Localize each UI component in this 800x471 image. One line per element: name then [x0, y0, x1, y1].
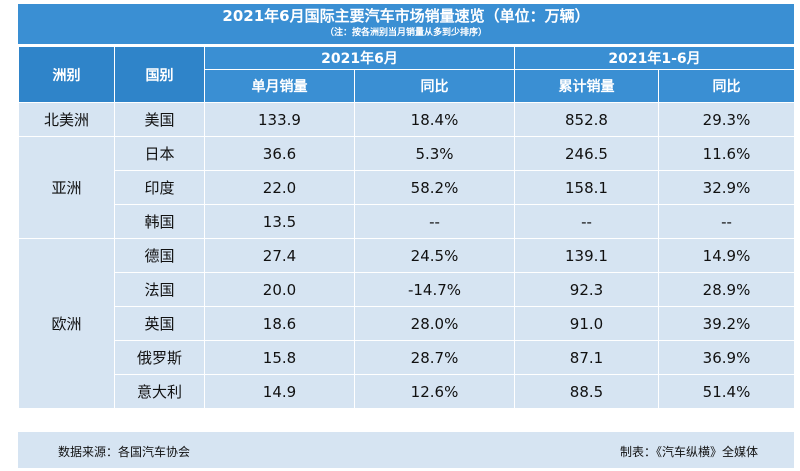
country-cell: 韩国 [114, 204, 205, 239]
ytd-sales-cell: -- [514, 204, 659, 239]
ytd-yoy-cell: -- [657, 204, 796, 239]
ytd-sales-cell: 852.8 [514, 102, 659, 137]
table-row: 欧洲 德国 27.4 24.5% 139.1 14.9% [18, 238, 796, 409]
table-row: 亚洲 日本 36.6 5.3% 246.5 11.6% [18, 136, 796, 239]
region-cell: 欧洲 [18, 238, 115, 409]
header-monthly-sales: 单月销量 [204, 69, 355, 103]
country-cell: 印度 [114, 170, 205, 205]
table-row: 韩国 13.5 -- -- -- [19, 204, 796, 239]
data-source: 数据来源：各国汽车协会 [58, 445, 191, 459]
table-row: 英国 18.6 28.0% 91.0 39.2% [19, 306, 796, 341]
ytd-yoy-cell: 36.9% [657, 340, 796, 375]
ytd-sales-cell: 139.1 [514, 238, 659, 273]
country-cell: 德国 [114, 238, 205, 273]
month-sales-cell: 18.6 [204, 306, 355, 341]
header-country: 国别 [114, 46, 205, 103]
ytd-sales-cell: 246.5 [514, 136, 659, 171]
month-sales-cell: 13.5 [204, 204, 355, 239]
header-period-ytd: 2021年1-6月 [513, 46, 796, 70]
header-yoy-ytd: 同比 [657, 69, 796, 103]
ytd-sales-cell: 158.1 [514, 170, 659, 205]
month-yoy-cell: 18.4% [354, 102, 515, 137]
country-cell: 英国 [114, 306, 205, 341]
ytd-yoy-cell: 32.9% [657, 170, 796, 205]
title-note: （注：按各洲别当月销量从多到少排序） [324, 28, 487, 38]
month-sales-cell: 20.0 [204, 272, 355, 307]
table-row: 俄罗斯 15.8 28.7% 87.1 36.9% [19, 340, 796, 375]
ytd-yoy-cell: 39.2% [657, 306, 796, 341]
ytd-yoy-cell: 14.9% [657, 238, 796, 273]
month-yoy-cell: 28.0% [354, 306, 515, 341]
table-row: 意大利 14.9 12.6% 88.5 51.4% [19, 374, 796, 409]
month-yoy-cell: 12.6% [354, 374, 515, 409]
month-sales-cell: 36.6 [204, 136, 355, 171]
month-sales-cell: 22.0 [204, 170, 355, 205]
country-cell: 法国 [114, 272, 205, 307]
region-cell: 亚洲 [18, 136, 115, 239]
ytd-yoy-cell: 29.3% [657, 102, 796, 137]
ytd-yoy-cell: 11.6% [657, 136, 796, 171]
title-bar: 2021年6月国际主要汽车市场销量速览（单位：万辆） （注：按各洲别当月销量从多… [18, 4, 794, 44]
page-title: 2021年6月国际主要汽车市场销量速览（单位：万辆） [222, 7, 590, 25]
country-cell: 日本 [114, 136, 205, 171]
header-row-1: 洲别 国别 2021年6月 2021年1-6月 [18, 46, 796, 103]
month-sales-cell: 133.9 [204, 102, 355, 137]
ytd-yoy-cell: 51.4% [657, 374, 796, 409]
country-cell: 俄罗斯 [114, 340, 205, 375]
country-cell: 意大利 [114, 374, 205, 409]
month-yoy-cell: 58.2% [354, 170, 515, 205]
header-cumulative-sales: 累计销量 [514, 69, 659, 103]
month-yoy-cell: 28.7% [354, 340, 515, 375]
ytd-sales-cell: 92.3 [514, 272, 659, 307]
table-row: 法国 20.0 -14.7% 92.3 28.9% [19, 272, 796, 307]
made-by: 制表：《汽车纵横》全媒体 [619, 445, 758, 459]
footer: 数据来源：各国汽车协会 制表：《汽车纵横》全媒体 [18, 432, 794, 468]
month-sales-cell: 14.9 [204, 374, 355, 409]
month-yoy-cell: 5.3% [354, 136, 515, 171]
header-yoy-month: 同比 [354, 69, 515, 103]
ytd-yoy-cell: 28.9% [657, 272, 796, 307]
table-row: 印度 22.0 58.2% 158.1 32.9% [19, 170, 796, 205]
month-sales-cell: 27.4 [204, 238, 355, 273]
header-region: 洲别 [18, 46, 115, 103]
ytd-sales-cell: 88.5 [514, 374, 659, 409]
month-sales-cell: 15.8 [204, 340, 355, 375]
month-yoy-cell: -- [354, 204, 515, 239]
table-row: 北美洲 美国 133.9 18.4% 852.8 29.3% [18, 102, 796, 137]
header-period-month: 2021年6月 [204, 46, 515, 70]
month-yoy-cell: 24.5% [354, 238, 515, 273]
country-cell: 美国 [114, 102, 205, 137]
ytd-sales-cell: 91.0 [514, 306, 659, 341]
header-row-2: 单月销量 同比 累计销量 同比 [19, 69, 796, 103]
region-cell: 北美洲 [18, 102, 115, 137]
sales-table: 洲别 国别 2021年6月 2021年1-6月 单月销量 同比 累计销量 同比 … [18, 46, 796, 409]
ytd-sales-cell: 87.1 [514, 340, 659, 375]
month-yoy-cell: -14.7% [354, 272, 515, 307]
